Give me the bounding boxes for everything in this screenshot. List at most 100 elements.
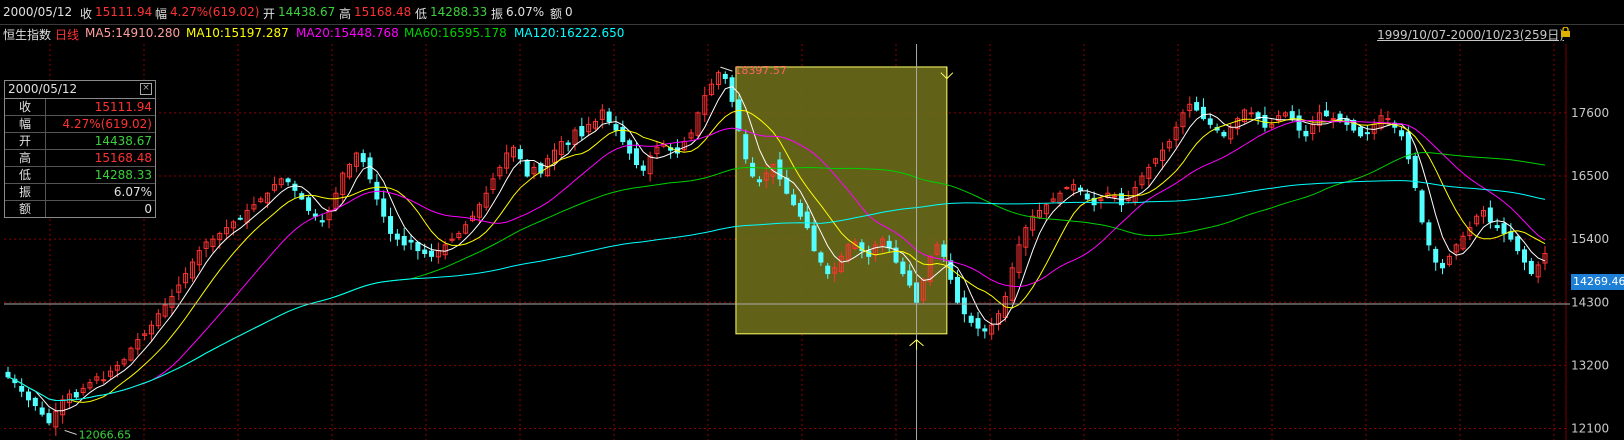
- candle-body: [1330, 118, 1336, 121]
- candle-body: [60, 399, 66, 416]
- candle-body: [490, 178, 496, 190]
- close-icon[interactable]: ×: [140, 83, 152, 95]
- candle-body: [1194, 102, 1200, 111]
- candle-body: [155, 313, 161, 327]
- candle-body: [1112, 195, 1118, 198]
- candle-body: [1487, 207, 1493, 223]
- candle-body: [251, 204, 257, 210]
- candle-body: [818, 252, 824, 263]
- candle-body: [558, 141, 564, 155]
- amount-label: 额: [550, 7, 563, 21]
- candle-body: [1440, 262, 1446, 269]
- candle-body: [1043, 204, 1049, 215]
- candle-body: [1282, 112, 1288, 117]
- open-label: 开: [263, 7, 276, 21]
- candle-body: [975, 318, 981, 329]
- candle-body: [736, 99, 742, 131]
- quote-header: 2000/05/12 收 15111.94 幅 4.27%(619.02) 开 …: [0, 0, 1624, 25]
- candle-body: [1139, 175, 1145, 186]
- candle-body: [1515, 236, 1521, 252]
- candle-body: [968, 315, 974, 323]
- candle-body: [292, 183, 298, 191]
- candle-body: [613, 124, 619, 131]
- candle-body: [620, 126, 626, 143]
- candle-body: [763, 172, 769, 181]
- candle-body: [1255, 112, 1261, 120]
- candle-body: [517, 149, 523, 160]
- candle-body: [210, 238, 216, 248]
- candle-body: [1173, 126, 1179, 141]
- candle-body: [1358, 126, 1364, 137]
- candle-body: [107, 370, 113, 377]
- candle-body: [756, 179, 762, 183]
- candle-body: [1522, 249, 1528, 263]
- low-value: 14288.33: [430, 5, 488, 19]
- candle-body: [784, 177, 790, 194]
- candle-body: [743, 134, 749, 160]
- candle-body: [722, 73, 728, 79]
- info-row-change: 幅 4.27%(619.02): [5, 116, 155, 133]
- candle-body: [1091, 197, 1097, 206]
- info-value: 14438.67: [94, 134, 152, 148]
- candle-body: [135, 339, 141, 350]
- candle-body: [1296, 115, 1302, 131]
- candle-body: [169, 296, 175, 308]
- candle-body: [128, 347, 134, 361]
- candle-body: [1016, 244, 1022, 273]
- period-label[interactable]: 日线: [55, 28, 80, 42]
- candle-body: [230, 221, 236, 229]
- close-label: 收: [80, 7, 93, 21]
- ma5-value: MA5:14910.280: [85, 26, 181, 40]
- candle-body: [941, 244, 947, 257]
- candle-body: [777, 159, 783, 180]
- candle-body: [265, 192, 271, 204]
- candle-body: [1528, 260, 1534, 275]
- lock-icon[interactable]: [1560, 27, 1571, 37]
- info-label: 高: [5, 150, 46, 166]
- candle-body: [934, 244, 940, 255]
- candle-body: [271, 184, 277, 191]
- candle-body: [1474, 215, 1480, 225]
- candle-body: [524, 159, 530, 177]
- candle-body: [189, 261, 195, 279]
- candle-body: [1071, 184, 1077, 191]
- ma10-value: MA10:15197.287: [186, 26, 289, 40]
- candle-body: [1269, 123, 1275, 128]
- candle-body: [80, 387, 86, 393]
- candle-body: [1351, 120, 1357, 131]
- candle-body: [94, 376, 100, 381]
- open-value: 14438.67: [278, 5, 336, 19]
- info-label: 额: [5, 201, 46, 217]
- candle-body: [176, 284, 182, 293]
- crosshair-price-badge: 14269.46: [1571, 274, 1624, 290]
- min-price-label: 12066.65: [79, 428, 132, 440]
- candle-body: [1426, 222, 1432, 246]
- candle-body: [1098, 198, 1104, 202]
- candle-body: [401, 235, 407, 246]
- candle-body: [982, 328, 988, 332]
- candle-body: [360, 153, 366, 163]
- ma-legend: 恒生指数 日线 MA5:14910.280 MA10:15197.287 MA2…: [0, 24, 1624, 44]
- candle-body: [1419, 190, 1425, 223]
- y-tick-label: 16500: [1571, 169, 1609, 183]
- candle-body: [19, 385, 25, 392]
- change-label: 幅: [155, 7, 168, 21]
- candle-body: [237, 217, 243, 220]
- candle-body: [920, 278, 926, 301]
- ma20-line: [7, 120, 1546, 401]
- candle-body: [811, 225, 817, 252]
- info-value: 0: [144, 202, 152, 216]
- date-range[interactable]: 1999/10/07-2000/10/23(259日): [1377, 28, 1564, 42]
- y-tick-label: 14300: [1571, 295, 1609, 309]
- candle-body: [476, 204, 482, 218]
- candle-body: [750, 162, 756, 177]
- low-label: 低: [415, 7, 428, 21]
- info-box[interactable]: 2000/05/12 × 收 15111.94 幅 4.27%(619.02) …: [4, 80, 156, 218]
- candle-body: [1494, 225, 1500, 229]
- candle-body: [66, 393, 72, 404]
- candle-body: [1050, 198, 1056, 202]
- ma20-value: MA20:15448.768: [296, 26, 399, 40]
- info-value: 15111.94: [94, 100, 152, 114]
- candle-body: [804, 211, 810, 229]
